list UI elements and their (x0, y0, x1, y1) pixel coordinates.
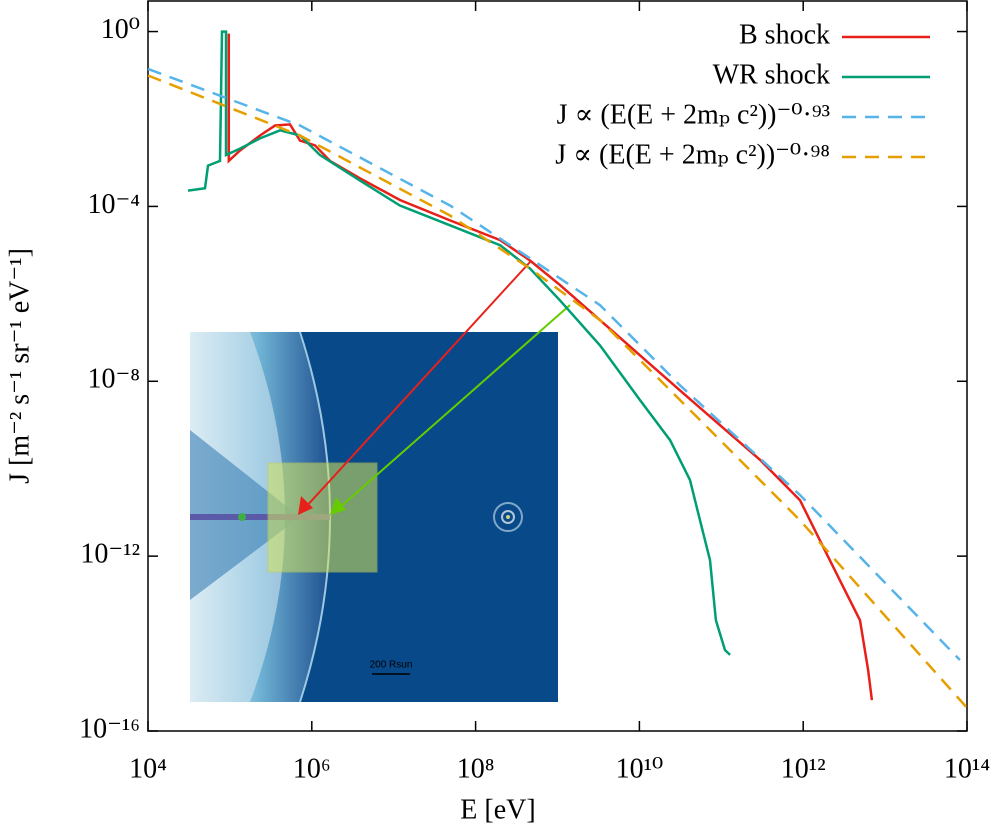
legend-label: J ∝ (E(E + 2mₚ c²))⁻⁰·⁹⁸ (555, 139, 830, 170)
y-axis-label: J [m⁻² s⁻¹ sr⁻¹ eV⁻¹] (4, 248, 35, 484)
x-tick-label: 10⁶ (293, 753, 331, 784)
series-line (187, 30, 731, 656)
x-tick-label: 10¹⁰ (616, 753, 664, 784)
scale-label: 200 Rsun (370, 660, 413, 671)
y-tick-label: 10⁻⁴ (87, 189, 140, 220)
legend-label: J ∝ (E(E + 2mₚ c²))⁻⁰·⁹³ (557, 99, 830, 130)
y-tick-label: 10⁰ (101, 14, 140, 45)
y-tick-label: 10⁻¹⁶ (79, 713, 140, 744)
y-tick-label: 10⁻⁸ (87, 364, 140, 395)
plot-frame (147, 0, 968, 732)
series-line (147, 67, 961, 661)
x-tick-label: 10⁸ (457, 753, 495, 784)
x-tick-label: 10¹⁴ (944, 753, 990, 784)
y-tick-label: 10⁻¹² (80, 539, 140, 570)
legend-label: WR shock (713, 59, 830, 90)
x-tick-label: 10¹² (781, 753, 826, 784)
series-line (147, 74, 968, 709)
x-tick-label: 10⁴ (129, 753, 167, 784)
x-axis-label: E [eV] (460, 794, 535, 825)
inset: 200 Rsun (190, 261, 571, 703)
legend-label: B shock (739, 19, 830, 50)
